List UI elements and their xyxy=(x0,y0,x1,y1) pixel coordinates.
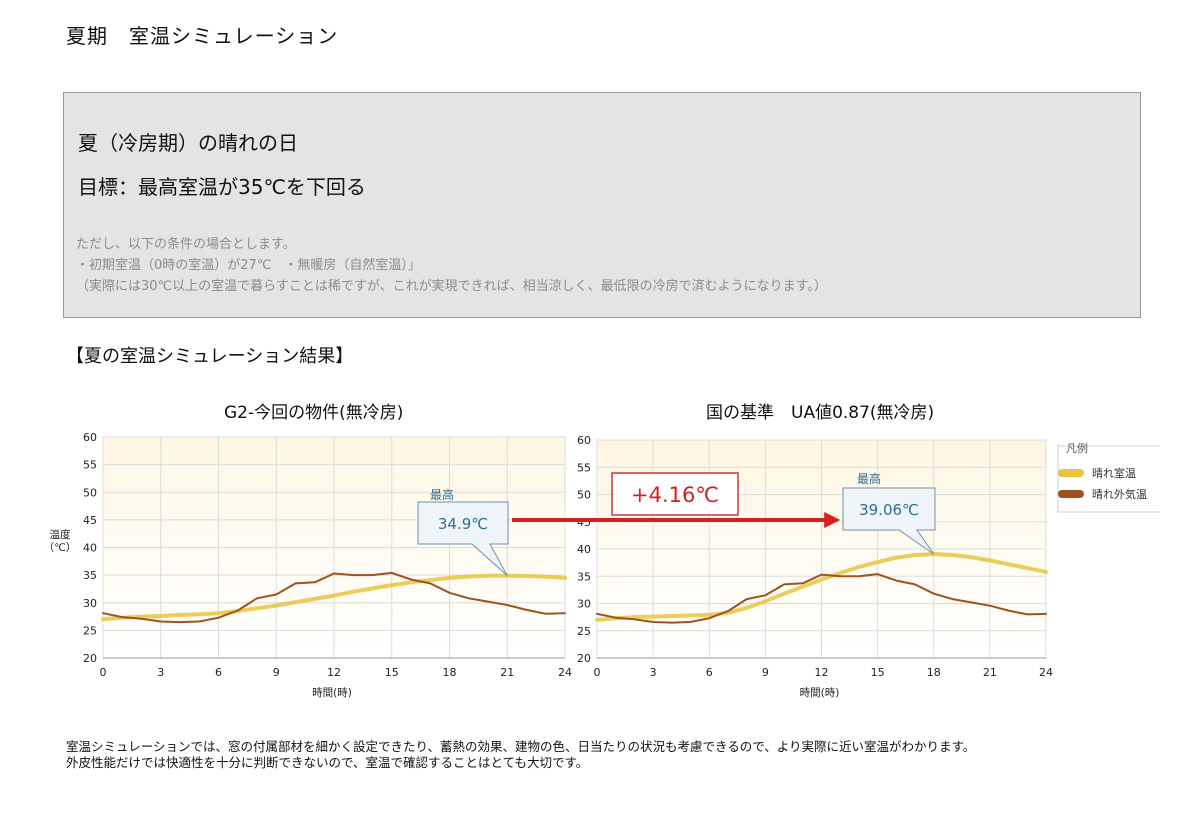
x-tick-label: 6 xyxy=(215,666,222,679)
y-tick-label: 40 xyxy=(577,543,591,556)
x-tick-label: 15 xyxy=(385,666,399,679)
y-tick-label: 20 xyxy=(577,652,591,665)
y-tick-label: 40 xyxy=(83,542,97,555)
chart-title-g2: G2-今回の物件(無冷房) xyxy=(224,403,404,423)
y-tick-label: 60 xyxy=(83,431,97,444)
x-tick-label: 21 xyxy=(983,666,997,679)
y-tick-label: 45 xyxy=(83,514,97,527)
footer-note: 外皮性能だけでは快適性を十分に判断できないので、室温で確認することはとても大切で… xyxy=(66,755,589,770)
x-tick-label: 6 xyxy=(706,666,713,679)
page-title: 夏期 室温シミュレーション xyxy=(66,24,339,48)
callout-label: 最高 xyxy=(430,487,454,502)
x-tick-label: 21 xyxy=(500,666,514,679)
y-tick-label: 20 xyxy=(83,652,97,665)
condition-line: （実際には30℃以上の室温で暮らすことは稀ですが、これが実現できれば、相当涼しく… xyxy=(76,279,827,294)
section-heading: 【夏の室温シミュレーション結果】 xyxy=(66,346,354,367)
max-temp-callout: 最高 34.9℃ xyxy=(417,487,509,577)
x-tick-label: 15 xyxy=(871,666,885,679)
y-tick-label: 35 xyxy=(83,569,97,582)
chart-panel-0: 20 25 30 35 40 45 50 55 60 0 3 6 9 12 15 18 21 24 時間(時) 温度（… xyxy=(44,431,572,699)
x-tick-label: 3 xyxy=(157,666,164,679)
y-tick-label: 60 xyxy=(577,434,591,447)
series-line-sunny-room-temp xyxy=(595,552,1048,622)
series-line-sunny-outside-temp xyxy=(102,571,566,624)
y-tick-label: 25 xyxy=(577,625,591,638)
goal-box: 夏（冷房期）の晴れの日 目標：最高室温が35℃を下回る ただし、以下の条件の場合… xyxy=(63,92,1141,318)
x-tick-label: 3 xyxy=(650,666,657,679)
x-tick-label: 18 xyxy=(927,666,941,679)
condition-line: ただし、以下の条件の場合とします。 xyxy=(76,237,296,252)
goal-condition-heading: 夏（冷房期）の晴れの日 xyxy=(78,131,298,155)
legend-item-label: 晴れ室温 xyxy=(1092,466,1136,480)
x-tick-label: 18 xyxy=(443,666,457,679)
chart-title-national-standard: 国の基準 UA値0.87(無冷房) xyxy=(706,403,935,423)
difference-box xyxy=(611,472,739,516)
legend-item-label: 晴れ外気温 xyxy=(1092,487,1147,501)
y-tick-label: 50 xyxy=(83,486,97,499)
x-tick-label: 0 xyxy=(100,666,107,679)
callout-value: 39.06℃ xyxy=(859,501,919,519)
footer-note: 室温シミュレーションでは、窓の付属部材を細かく設定できたり、蓄熱の効果、建物の色… xyxy=(66,739,976,754)
goal-target: 目標：最高室温が35℃を下回る xyxy=(78,175,366,199)
y-tick-label: 30 xyxy=(577,598,591,611)
max-temp-callout: 最高 39.06℃ xyxy=(842,471,936,555)
series-line-sunny-outside-temp xyxy=(596,573,1047,624)
condition-line: ・初期室温（0時の室温）が27℃ ・無暖房（自然室温）」 xyxy=(76,258,421,273)
x-tick-label: 9 xyxy=(273,666,280,679)
callout-box xyxy=(842,487,936,555)
y-axis-label: 温度（℃） xyxy=(44,528,77,554)
callout-value: 34.9℃ xyxy=(438,515,488,533)
y-tick-label: 30 xyxy=(83,597,97,610)
y-tick-label: 55 xyxy=(83,459,97,472)
difference-label: +4.16℃ xyxy=(631,483,719,507)
x-tick-label: 9 xyxy=(762,666,769,679)
x-tick-label: 24 xyxy=(1039,666,1053,679)
y-tick-label: 50 xyxy=(577,489,591,502)
y-tick-label: 35 xyxy=(577,570,591,583)
y-tick-label: 45 xyxy=(577,516,591,529)
x-tick-label: 24 xyxy=(558,666,572,679)
x-tick-label: 0 xyxy=(594,666,601,679)
x-axis-label: 時間(時) xyxy=(312,687,352,699)
legend-title: 凡例 xyxy=(1066,441,1088,455)
y-tick-label: 55 xyxy=(577,461,591,474)
y-tick-label: 25 xyxy=(83,624,97,637)
callout-box xyxy=(417,501,509,577)
series-line-sunny-room-temp xyxy=(101,573,567,622)
x-axis-label: 時間(時) xyxy=(800,687,840,699)
x-tick-label: 12 xyxy=(815,666,829,679)
x-tick-label: 12 xyxy=(327,666,341,679)
legend-frame xyxy=(1057,444,1160,513)
callout-label: 最高 xyxy=(857,471,881,486)
